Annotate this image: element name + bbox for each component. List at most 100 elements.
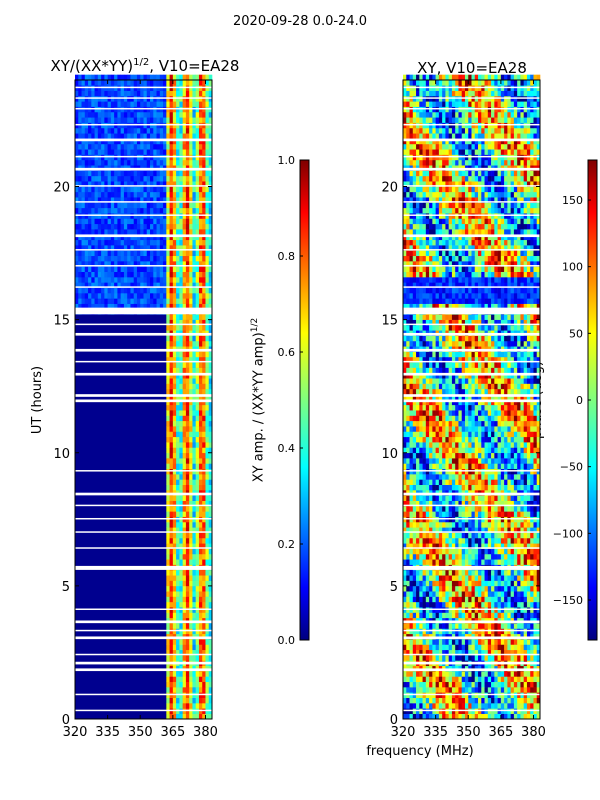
phase-cell xyxy=(500,639,505,645)
amp-cell xyxy=(182,484,187,491)
right-panel-title: XY, V10=EA28 xyxy=(417,59,527,77)
amp-cell xyxy=(208,340,213,347)
amp-cell xyxy=(208,580,213,587)
amp-cell xyxy=(166,362,170,368)
amp-cell xyxy=(75,229,79,235)
amp-cell xyxy=(172,298,177,304)
phase-cell xyxy=(517,569,521,576)
amp-cell xyxy=(205,697,210,704)
amp-cell xyxy=(182,229,187,235)
amp-cell xyxy=(192,340,196,347)
phase-cell xyxy=(406,591,410,597)
phase-cell xyxy=(422,601,427,608)
amp-cell xyxy=(208,245,213,251)
phase-cell xyxy=(432,655,436,661)
amp-cell xyxy=(202,340,206,347)
phase-cell xyxy=(507,687,511,693)
amp-cell xyxy=(205,575,210,581)
amp-cell xyxy=(192,127,196,134)
amp-cell xyxy=(75,90,79,97)
phase-cell xyxy=(455,527,459,533)
amp-cell xyxy=(97,191,102,198)
phase-cell xyxy=(403,612,407,619)
phase-cell xyxy=(494,575,498,581)
amp-cell xyxy=(159,111,164,118)
phase-cell xyxy=(464,484,469,491)
amp-cell xyxy=(205,101,210,107)
amp-cell xyxy=(182,649,187,656)
phase-cell xyxy=(464,601,469,608)
phase-cell xyxy=(523,543,528,549)
phase-cell xyxy=(448,559,453,565)
phase-cell xyxy=(403,687,407,693)
phase-cell xyxy=(520,671,524,677)
amp-cell xyxy=(153,191,157,198)
amp-cell xyxy=(169,261,174,267)
phase-cell xyxy=(442,644,446,651)
phase-cell xyxy=(497,623,502,629)
phase-cell xyxy=(500,697,505,704)
amp-cell xyxy=(205,378,210,384)
amp-cell xyxy=(182,175,187,182)
amp-cell xyxy=(189,527,193,533)
amp-cell xyxy=(205,612,210,619)
phase-cell xyxy=(504,623,508,629)
amp-cell xyxy=(101,149,105,155)
amp-cell xyxy=(117,282,121,288)
amp-cell xyxy=(163,101,167,107)
phase-cell xyxy=(478,676,482,683)
phase-cell xyxy=(422,591,427,597)
amp-cell xyxy=(185,463,190,470)
amp-cell xyxy=(78,74,82,81)
amp-cell xyxy=(198,649,203,656)
amp-cell xyxy=(123,207,128,214)
phase-cell xyxy=(448,713,453,720)
amp-cell xyxy=(192,420,196,427)
phase-cell xyxy=(500,676,505,683)
amp-cell xyxy=(179,319,183,326)
phase-cell xyxy=(451,585,456,592)
amp-cell xyxy=(198,447,203,454)
phase-cell xyxy=(526,585,531,592)
phase-cell xyxy=(533,623,538,629)
amp-cell xyxy=(202,170,206,177)
phase-cell xyxy=(422,703,427,709)
amp-cell xyxy=(159,277,164,283)
amp-cell xyxy=(208,351,213,358)
phase-cell xyxy=(478,612,482,619)
phase-cell xyxy=(464,697,469,704)
amp-cell xyxy=(202,601,206,608)
amp-cell xyxy=(140,170,144,177)
amp-cell xyxy=(192,713,196,720)
amp-cell xyxy=(169,319,174,326)
phase-cell xyxy=(455,559,459,565)
phase-cell xyxy=(484,580,489,587)
amp-cell xyxy=(107,261,112,267)
amp-cell xyxy=(110,250,115,257)
amp-cell xyxy=(159,271,164,278)
amp-cell xyxy=(84,271,89,278)
amp-cell xyxy=(133,207,138,214)
amp-cell xyxy=(166,127,170,134)
phase-cell xyxy=(458,649,463,656)
amp-cell xyxy=(156,191,161,198)
amp-cell xyxy=(169,372,174,379)
amp-cell xyxy=(192,383,196,390)
amp-cell xyxy=(143,143,148,150)
amp-cell xyxy=(185,521,190,528)
phase-cell xyxy=(425,655,430,661)
amp-cell xyxy=(130,133,135,139)
phase-cell xyxy=(494,506,498,512)
flagged-row xyxy=(75,565,212,570)
phase-cell xyxy=(406,543,410,549)
phase-cell xyxy=(533,676,538,683)
amp-cell xyxy=(169,676,174,683)
phase-cell xyxy=(425,521,430,528)
amp-cell xyxy=(192,388,196,395)
phase-cell xyxy=(409,697,414,704)
phase-cell xyxy=(474,506,479,512)
phase-cell xyxy=(510,585,515,592)
phase-cell xyxy=(471,543,476,549)
phase-cell xyxy=(425,676,430,683)
amp-cell xyxy=(185,127,190,134)
